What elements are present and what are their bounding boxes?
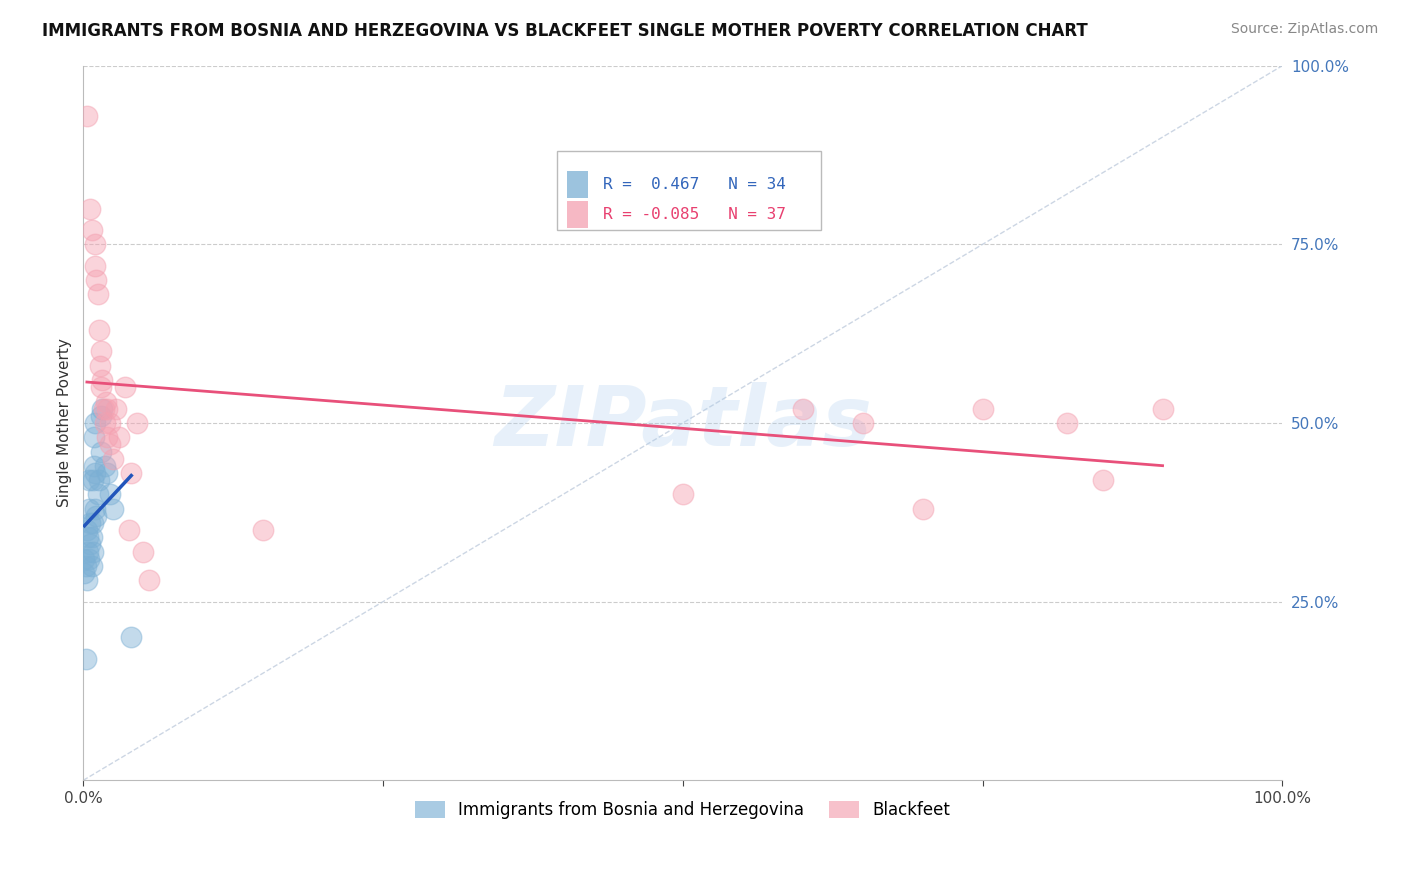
- Point: [79, 551, 101, 566]
- Point: [86, 487, 108, 501]
- Point: [96, 430, 118, 444]
- Point: [127, 416, 149, 430]
- Point: [79, 473, 101, 487]
- Point: [76, 573, 98, 587]
- Point: [132, 544, 155, 558]
- Point: [87, 323, 110, 337]
- Point: [77, 530, 100, 544]
- Point: [252, 523, 274, 537]
- Point: [80, 223, 103, 237]
- Y-axis label: Single Mother Poverty: Single Mother Poverty: [58, 338, 72, 508]
- Bar: [557, 152, 821, 230]
- Point: [80, 558, 103, 573]
- Point: [672, 487, 695, 501]
- Point: [96, 466, 118, 480]
- Point: [1152, 401, 1174, 416]
- Point: [96, 401, 118, 416]
- Point: [86, 287, 108, 301]
- Point: [120, 631, 142, 645]
- Point: [118, 523, 141, 537]
- Point: [90, 444, 112, 458]
- Point: [90, 409, 112, 423]
- Point: [76, 109, 98, 123]
- Point: [73, 551, 96, 566]
- Legend: Immigrants from Bosnia and Herzegovina, Blackfeet: Immigrants from Bosnia and Herzegovina, …: [409, 794, 957, 826]
- Point: [86, 273, 108, 287]
- Point: [90, 380, 112, 394]
- Point: [1056, 416, 1078, 430]
- Point: [91, 373, 114, 387]
- Point: [77, 544, 100, 558]
- Point: [82, 544, 104, 558]
- Point: [79, 516, 101, 530]
- Point: [82, 516, 104, 530]
- Point: [94, 458, 117, 473]
- Point: [82, 473, 104, 487]
- Point: [83, 458, 105, 473]
- Bar: [567, 201, 588, 227]
- Point: [972, 401, 994, 416]
- Text: ZIPatlas: ZIPatlas: [494, 383, 872, 464]
- Point: [79, 501, 101, 516]
- Point: [79, 537, 101, 551]
- Point: [911, 501, 934, 516]
- Text: R = -0.085   N = 37: R = -0.085 N = 37: [603, 207, 786, 222]
- Point: [83, 430, 105, 444]
- Text: R =  0.467   N = 34: R = 0.467 N = 34: [603, 177, 786, 192]
- Point: [76, 523, 98, 537]
- Point: [138, 573, 160, 587]
- Point: [90, 344, 112, 359]
- Point: [89, 359, 111, 373]
- Point: [852, 416, 875, 430]
- Point: [84, 416, 107, 430]
- Point: [103, 501, 125, 516]
- Point: [84, 466, 107, 480]
- Point: [108, 430, 131, 444]
- Point: [84, 259, 107, 273]
- Point: [87, 473, 110, 487]
- Point: [75, 558, 97, 573]
- Bar: [567, 170, 588, 198]
- Point: [120, 466, 142, 480]
- Point: [94, 416, 117, 430]
- Point: [104, 401, 127, 416]
- Point: [80, 530, 103, 544]
- Text: Source: ZipAtlas.com: Source: ZipAtlas.com: [1230, 22, 1378, 37]
- Point: [73, 566, 96, 580]
- Text: IMMIGRANTS FROM BOSNIA AND HERZEGOVINA VS BLACKFEET SINGLE MOTHER POVERTY CORREL: IMMIGRANTS FROM BOSNIA AND HERZEGOVINA V…: [42, 22, 1088, 40]
- Point: [103, 451, 125, 466]
- Point: [91, 401, 114, 416]
- Point: [98, 416, 121, 430]
- Point: [792, 401, 814, 416]
- Point: [79, 202, 101, 216]
- Point: [84, 237, 107, 252]
- Point: [94, 394, 117, 409]
- Point: [1091, 473, 1114, 487]
- Point: [84, 501, 107, 516]
- Point: [98, 437, 121, 451]
- Point: [93, 401, 115, 416]
- Point: [98, 487, 121, 501]
- Point: [75, 652, 97, 666]
- Point: [114, 380, 136, 394]
- Point: [86, 508, 108, 523]
